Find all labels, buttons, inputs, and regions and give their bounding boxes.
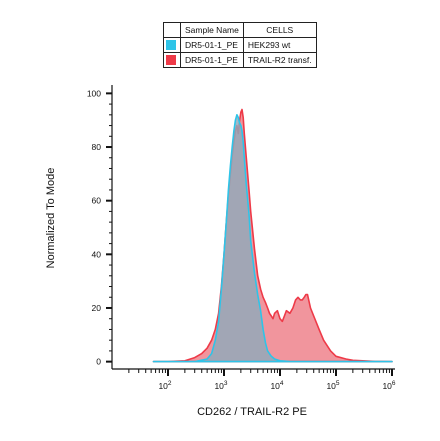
legend-header-swatch-cell	[163, 22, 181, 38]
legend-header-cells: CELLS	[242, 22, 317, 38]
legend-cells-hek293: HEK293 wt	[242, 37, 317, 53]
series-area-hek293	[152, 114, 393, 363]
x-tick-label: 105	[326, 380, 339, 391]
legend-row-hek293: DR5-01-1_PE HEK293 wt	[163, 37, 317, 53]
legend-swatch-hek293	[166, 40, 176, 51]
legend-swatch-trail-r2	[166, 55, 176, 66]
y-tick-label: 100	[87, 88, 101, 98]
x-tick-label: 102	[158, 380, 171, 391]
plot-area	[152, 108, 393, 363]
legend-row-trail-r2: DR5-01-1_PE TRAIL-R2 transf.	[163, 52, 317, 68]
x-axis-label: CD262 / TRAIL-R2 PE	[197, 406, 307, 418]
series-area-trail-r2	[152, 108, 393, 363]
x-tick-label: 106	[382, 380, 395, 391]
legend-sample-hek293: DR5-01-1_PE	[180, 37, 244, 53]
legend-header-row: Sample Name CELLS	[163, 22, 317, 38]
x-tick-label: 103	[214, 380, 227, 391]
y-tick-label: 0	[96, 357, 101, 367]
y-tick-label: 80	[92, 142, 102, 152]
y-tick-label: 60	[92, 196, 102, 206]
legend: Sample Name CELLS DR5-01-1_PE HEK293 wt …	[163, 22, 317, 68]
y-tick-label: 40	[92, 249, 102, 259]
y-axis-label: Normalized To Mode	[45, 168, 57, 269]
legend-cells-trail-r2: TRAIL-R2 transf.	[242, 52, 317, 68]
x-tick-label: 104	[270, 380, 283, 391]
y-tick-label: 20	[92, 303, 102, 313]
legend-header-sample: Sample Name	[180, 22, 244, 38]
axes: 0 20 40 60 80 100 102 103 104 105 106	[87, 85, 396, 391]
legend-sample-trail-r2: DR5-01-1_PE	[180, 52, 244, 68]
